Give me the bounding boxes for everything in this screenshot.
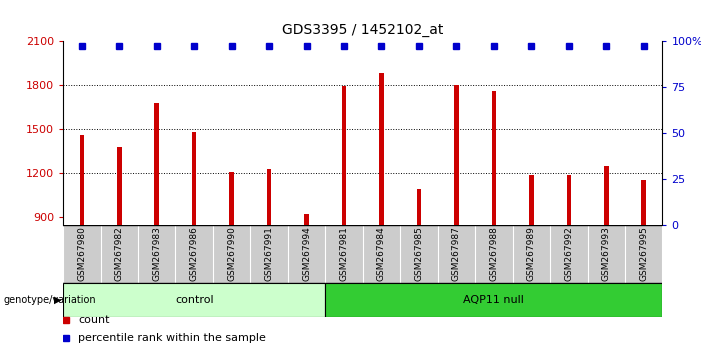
Text: GSM267989: GSM267989 [527,227,536,281]
Title: GDS3395 / 1452102_at: GDS3395 / 1452102_at [282,23,444,37]
Text: GSM267981: GSM267981 [339,227,348,281]
Text: ▶: ▶ [54,295,61,305]
Text: GSM267983: GSM267983 [152,227,161,281]
Bar [304,215,309,225]
Bar [192,132,196,225]
Text: GSM267990: GSM267990 [227,227,236,281]
Bar [80,135,84,225]
Text: GSM267985: GSM267985 [414,227,423,281]
Text: GSM267986: GSM267986 [190,227,198,281]
Bar [229,172,234,225]
Text: GSM267984: GSM267984 [377,227,386,281]
Bar [454,85,458,225]
Bar [63,283,325,317]
Bar [641,180,646,225]
Bar [491,91,496,225]
Bar [566,175,571,225]
Text: control: control [175,295,214,305]
Bar [379,73,383,225]
Text: GSM267987: GSM267987 [452,227,461,281]
Bar [154,103,159,225]
Text: GSM267992: GSM267992 [564,227,573,281]
Bar [416,189,421,225]
Text: percentile rank within the sample: percentile rank within the sample [78,333,266,343]
Bar [267,169,271,225]
Text: GSM267995: GSM267995 [639,227,648,281]
Bar [342,86,346,225]
Bar [529,175,533,225]
Text: GSM267994: GSM267994 [302,227,311,281]
Bar [604,166,608,225]
Text: GSM267993: GSM267993 [601,227,611,281]
Text: count: count [78,315,109,325]
Bar [325,283,662,317]
Text: AQP11 null: AQP11 null [463,295,524,305]
Text: GSM267988: GSM267988 [489,227,498,281]
Text: GSM267991: GSM267991 [264,227,273,281]
Bar [117,147,121,225]
Text: genotype/variation: genotype/variation [4,295,96,305]
Text: GSM267982: GSM267982 [115,227,124,281]
Text: GSM267980: GSM267980 [77,227,86,281]
